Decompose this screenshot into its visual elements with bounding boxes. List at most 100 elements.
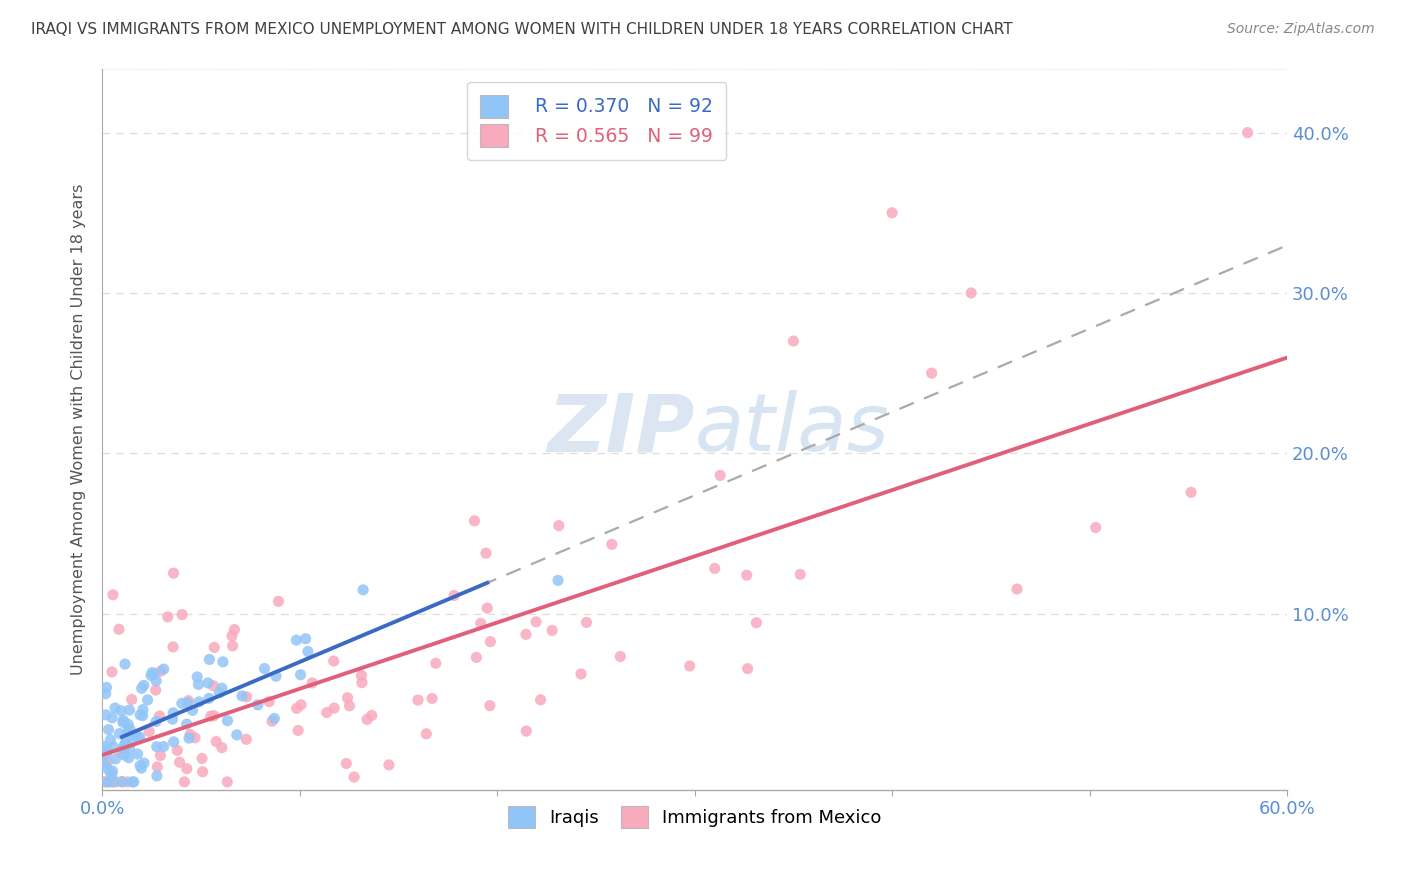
Point — [132, 678, 155, 692]
Point — [297, 644, 319, 658]
Point — [172, 607, 194, 622]
Point — [336, 690, 359, 705]
Point — [122, 732, 145, 747]
Point — [111, 741, 134, 756]
Point — [343, 770, 366, 784]
Point — [217, 775, 239, 789]
Point — [152, 662, 174, 676]
Point — [111, 775, 134, 789]
Point — [290, 667, 312, 681]
Text: IRAQI VS IMMIGRANTS FROM MEXICO UNEMPLOYMENT AMONG WOMEN WITH CHILDREN UNDER 18 : IRAQI VS IMMIGRANTS FROM MEXICO UNEMPLOY… — [31, 22, 1012, 37]
Point — [96, 775, 118, 789]
Point — [479, 634, 502, 648]
Point — [253, 661, 276, 675]
Point — [335, 756, 357, 771]
Point — [547, 518, 569, 533]
Point — [112, 747, 135, 762]
Point — [141, 665, 163, 680]
Point — [260, 714, 283, 728]
Point — [121, 775, 143, 789]
Point — [139, 668, 162, 682]
Point — [177, 731, 200, 745]
Point — [406, 693, 429, 707]
Point — [127, 731, 149, 745]
Point — [132, 703, 155, 717]
Point — [114, 739, 136, 753]
Text: Source: ZipAtlas.com: Source: ZipAtlas.com — [1227, 22, 1375, 37]
Point — [257, 695, 280, 709]
Point — [301, 676, 323, 690]
Point — [129, 761, 152, 775]
Point — [94, 756, 117, 771]
Point — [235, 732, 257, 747]
Point — [169, 756, 191, 770]
Point — [96, 743, 118, 757]
Point — [443, 589, 465, 603]
Point — [202, 679, 225, 693]
Point — [322, 654, 344, 668]
Point — [125, 728, 148, 742]
Point — [921, 366, 943, 380]
Point — [420, 691, 443, 706]
Point — [94, 687, 117, 701]
Point — [211, 681, 233, 695]
Point — [156, 610, 179, 624]
Point — [352, 582, 374, 597]
Point — [221, 639, 243, 653]
Point — [208, 686, 231, 700]
Y-axis label: Unemployment Among Women with Children Under 18 years: Unemployment Among Women with Children U… — [72, 184, 86, 675]
Point — [235, 690, 257, 704]
Point — [285, 701, 308, 715]
Point — [211, 740, 233, 755]
Point — [94, 707, 117, 722]
Point — [231, 689, 253, 703]
Point — [360, 708, 382, 723]
Point — [96, 747, 118, 761]
Point — [93, 775, 115, 789]
Point — [285, 633, 308, 648]
Point — [118, 703, 141, 717]
Point — [181, 703, 204, 717]
Point — [131, 708, 153, 723]
Point — [267, 594, 290, 608]
Point — [735, 568, 758, 582]
Point — [782, 334, 804, 348]
Point — [129, 730, 152, 744]
Point — [173, 775, 195, 789]
Point — [117, 775, 139, 789]
Point — [96, 775, 118, 789]
Point — [200, 709, 222, 723]
Point — [246, 698, 269, 712]
Point — [541, 624, 564, 638]
Point — [197, 676, 219, 690]
Point — [101, 588, 124, 602]
Point — [529, 693, 551, 707]
Point — [600, 537, 623, 551]
Point — [110, 774, 132, 789]
Point — [97, 723, 120, 737]
Point — [217, 714, 239, 728]
Point — [575, 615, 598, 630]
Point — [1180, 485, 1202, 500]
Point — [104, 701, 127, 715]
Point — [101, 769, 124, 783]
Point — [149, 709, 172, 723]
Point — [162, 566, 184, 581]
Point — [94, 761, 117, 775]
Point — [547, 574, 569, 588]
Point — [132, 756, 155, 771]
Point — [378, 758, 401, 772]
Point — [118, 740, 141, 755]
Point — [465, 650, 488, 665]
Point — [146, 769, 169, 783]
Point — [264, 669, 287, 683]
Point — [294, 632, 316, 646]
Point — [101, 775, 124, 789]
Point — [162, 712, 184, 726]
Point — [515, 627, 537, 641]
Point — [179, 727, 201, 741]
Point — [115, 739, 138, 753]
Point — [315, 706, 337, 720]
Point — [202, 708, 225, 723]
Point — [101, 711, 124, 725]
